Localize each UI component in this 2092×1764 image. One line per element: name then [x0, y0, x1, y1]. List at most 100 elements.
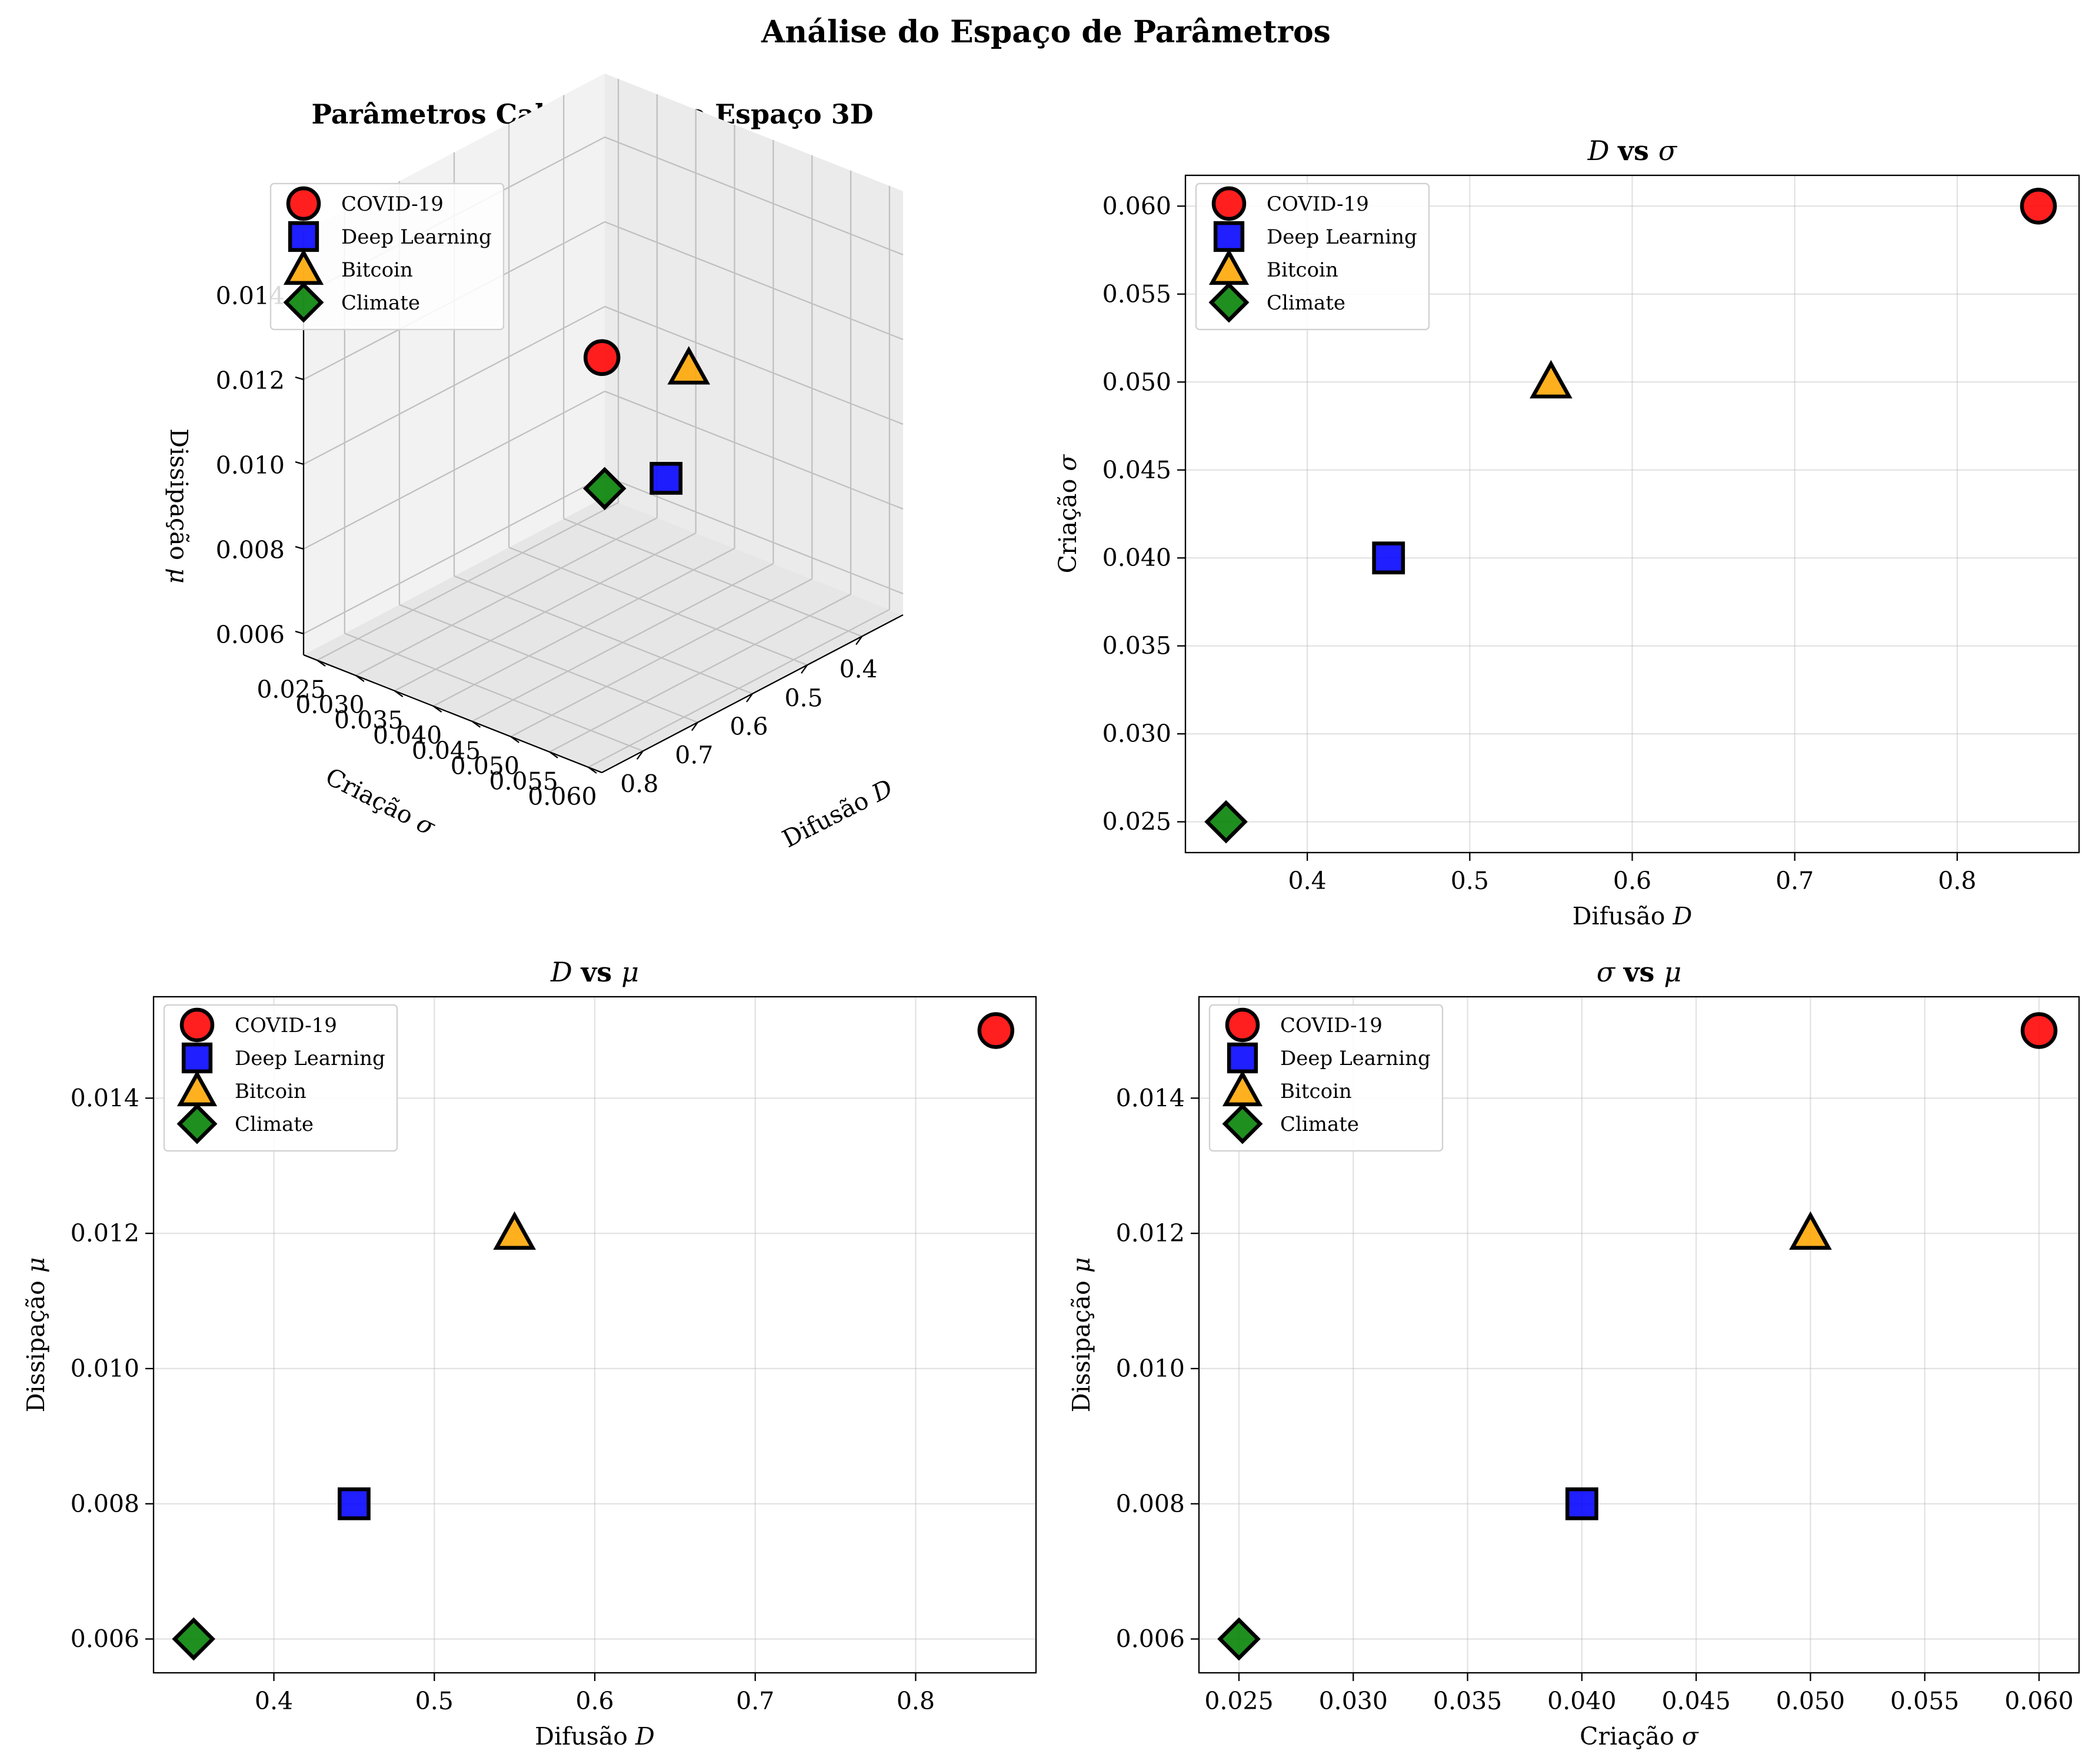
- panel-3d-mtick-2: [295, 461, 304, 465]
- panel-2-ytick-label-2: 0.010: [71, 1354, 139, 1383]
- panel-3d-stick-label-7: 0.060: [528, 783, 597, 811]
- panel-3d-legend-label-bitcoin: Bitcoin: [341, 258, 413, 282]
- panel-1-legend-marker-deep-learning: [1213, 221, 1245, 252]
- panel-1-frame: [1184, 174, 2080, 854]
- panel-3d-mtick-label-3: 0.012: [216, 367, 285, 395]
- panel-1-legend-label-bitcoin: Bitcoin: [1267, 258, 1338, 282]
- panel-3d-dtick-1: [801, 664, 808, 674]
- panel-3d-dtick-2: [746, 693, 753, 703]
- panel-3d-grid-d-floor-3: [399, 604, 698, 723]
- panel-1-legend-label-covid-19: COVID-19: [1267, 192, 1369, 216]
- panel-1-point-covid-19: [2020, 188, 2057, 225]
- panel-3d-mtick-3: [295, 376, 304, 381]
- panel-3-xlabel: Criação σ: [1580, 1722, 1699, 1750]
- panel-1-xtick-label-0: 0.4: [1288, 867, 1327, 895]
- panel-3-xtick-label-7: 0.060: [2004, 1687, 2073, 1715]
- panel-3d-dtick-4: [636, 750, 644, 760]
- panel-3-point-climate: [1217, 1617, 1261, 1661]
- panel-3d-stick-5: [510, 736, 519, 743]
- panel-3d-dtick-3: [691, 722, 698, 731]
- panel-3-ylabel: Dissipação μ: [1067, 1257, 1095, 1413]
- panel-3d-dtick-label-0: 0.4: [840, 655, 878, 684]
- panel-3d-stick-3: [432, 705, 442, 713]
- panel-2-xtick-label-0: 0.4: [255, 1687, 293, 1715]
- panel-3d-ylabel: Criação σ: [321, 762, 440, 841]
- panel-1-legend-marker-covid-19: [1211, 186, 1247, 221]
- panel-1-legend-frame: [1195, 182, 1430, 331]
- panel-3d-dtick-label-2: 0.6: [729, 713, 768, 741]
- panel-3-ytick-label-4: 0.014: [1116, 1084, 1185, 1112]
- panel-1-legend-label-deep-learning: Deep Learning: [1267, 225, 1417, 249]
- panel-3d-grid-s-floor-4: [471, 563, 774, 723]
- panel-3d-stick-label-2: 0.035: [334, 706, 403, 734]
- panel-2-legend-frame: [163, 1004, 398, 1152]
- panel-3-legend: COVID-19 Deep Learning Bitcoin Climate: [1208, 1004, 1444, 1152]
- panel-3d-grid-s-floor-0: [317, 502, 619, 661]
- panel-3-point-bitcoin: [1789, 1211, 1832, 1250]
- panel-2-xtick-label-1: 0.5: [415, 1687, 454, 1715]
- panel-2-ytick-label-1: 0.008: [71, 1490, 139, 1518]
- panel-3d-grid-s-floor-6: [549, 593, 851, 753]
- panel-3d-grid-m-left-3: [604, 221, 904, 341]
- panel-2-legend-label-bitcoin: Bitcoin: [235, 1080, 307, 1103]
- panel-3d-mtick-label-2: 0.010: [216, 451, 285, 480]
- panel-d-vs-sigma: 0.4 0.5 0.6 0.7 0.8 0.025 0.030 0.035 0.040 0.045…: [1054, 135, 2080, 930]
- panel-3-xtick-label-5: 0.050: [1776, 1687, 1845, 1715]
- panel-1-ytick-label-6: 0.055: [1102, 280, 1171, 308]
- panel-3d-legend: COVID-19 Deep Learning Bitcoin Climate: [269, 182, 505, 331]
- panel-3-legend-marker-climate: [1222, 1103, 1263, 1144]
- panel-2-point-climate: [172, 1617, 215, 1661]
- panel-3d-stick-label-1: 0.030: [295, 691, 364, 719]
- panel-3-xtick-label-4: 0.045: [1661, 1687, 1730, 1715]
- panel-3d-grid-s-floor-7: [588, 608, 890, 768]
- panel-3d-legend-marker-climate: [283, 282, 324, 323]
- panel-3d-xlabel: Difusão D: [778, 774, 897, 853]
- panel-3d-grid-d-floor-1: [508, 547, 808, 666]
- panel-3-legend-marker-covid-19: [1225, 1007, 1260, 1043]
- panel-3-point-covid-19: [2020, 1012, 2058, 1049]
- panel-2-ytick-label-3: 0.012: [71, 1219, 139, 1247]
- panel-3-xtick-label-2: 0.035: [1433, 1687, 1502, 1715]
- panel-1-ylabel: Criação σ: [1054, 454, 1082, 574]
- panel-d-vs-mu: 0.4 0.5 0.6 0.7 0.8 0.006 0.008 0.010 0.012 0.014…: [22, 956, 1037, 1750]
- panel-1-point-deep-learning: [1372, 541, 1405, 575]
- panel-3-title: σ vs μ: [1597, 956, 1682, 988]
- panel-2-xlabel: Difusão D: [535, 1722, 655, 1750]
- panel-3-legend-label-bitcoin: Bitcoin: [1280, 1080, 1352, 1103]
- panel-3-legend-label-covid-19: COVID-19: [1280, 1014, 1383, 1037]
- panel-3-legend-label-deep-learning: Deep Learning: [1280, 1047, 1431, 1070]
- panel-3d-stick-label-5: 0.050: [451, 752, 519, 780]
- panel-3d-grid-s-floor-2: [394, 532, 697, 692]
- panel-2-xtick-label-2: 0.6: [575, 1687, 614, 1715]
- panel-1-xlabel: Difusão D: [1573, 902, 1693, 930]
- panel-2-legend: COVID-19 Deep Learning Bitcoin Climate: [163, 1004, 398, 1152]
- panel-3d-stick-2: [394, 690, 404, 697]
- panel-1-ytick-label-0: 0.025: [1102, 808, 1171, 836]
- panel-3d-legend-label-climate: Climate: [341, 291, 420, 315]
- panel-1-ytick-label-5: 0.050: [1102, 368, 1171, 396]
- panel-3-xtick-label-1: 0.030: [1319, 1687, 1388, 1715]
- panel-3d-grid-m-left-1: [604, 390, 904, 510]
- panel-3d-stick-label-4: 0.045: [412, 737, 481, 765]
- panel-3-ytick-label-2: 0.010: [1116, 1354, 1185, 1383]
- panel-3-ytick-label-1: 0.008: [1116, 1490, 1185, 1518]
- panel-3d-scatter: Parâmetros Calibrados no Espaço 3D 0.40.…: [165, 74, 904, 853]
- panel-2-legend-label-covid-19: COVID-19: [235, 1014, 337, 1037]
- panel-2-ylabel: Dissipação μ: [22, 1257, 50, 1413]
- panel-3d-stick-1: [355, 675, 365, 683]
- panel-3d-stick-7: [588, 766, 597, 774]
- panel-3-ytick-label-0: 0.006: [1116, 1625, 1185, 1653]
- panel-3d-stick-6: [549, 751, 558, 758]
- panel-3-legend-label-climate: Climate: [1280, 1113, 1359, 1136]
- panel-3d-stick-0: [317, 660, 326, 667]
- panel-2-xtick-label-4: 0.8: [897, 1687, 935, 1715]
- panel-1-ytick-label-2: 0.035: [1102, 632, 1171, 660]
- panel-3d-legend-marker-covid-19: [286, 186, 321, 221]
- panel-3-legend-frame: [1208, 1004, 1444, 1152]
- panel-3d-grid-m-left-4: [604, 136, 904, 256]
- panel-2-legend-label-climate: Climate: [235, 1113, 314, 1136]
- panel-3d-legend-label-deep-learning: Deep Learning: [341, 225, 492, 249]
- panel-2-point-bitcoin: [493, 1211, 536, 1250]
- panel-3-legend-marker-deep-learning: [1227, 1042, 1258, 1074]
